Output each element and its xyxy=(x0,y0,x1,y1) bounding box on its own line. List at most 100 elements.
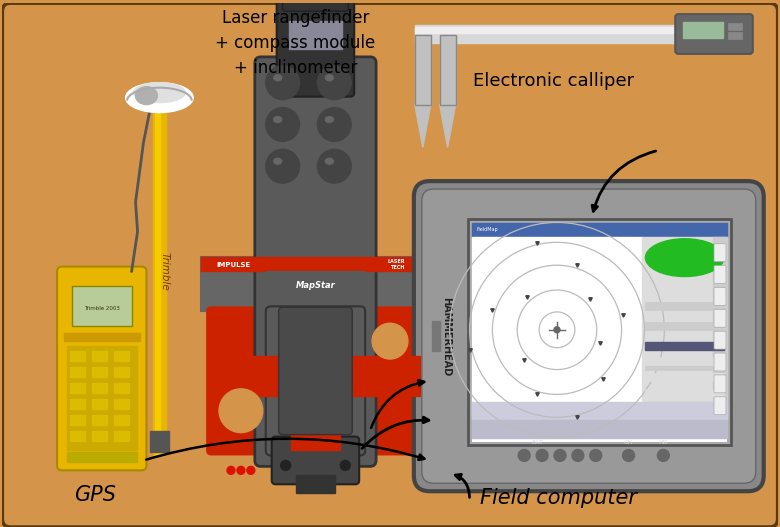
Circle shape xyxy=(237,466,245,474)
Bar xyxy=(289,21,342,49)
Bar xyxy=(415,35,431,104)
Circle shape xyxy=(266,149,300,183)
Bar xyxy=(114,367,129,378)
Ellipse shape xyxy=(325,158,333,164)
Bar xyxy=(92,415,108,426)
FancyBboxPatch shape xyxy=(714,397,726,415)
Bar xyxy=(440,35,456,104)
Bar xyxy=(471,419,727,437)
Bar xyxy=(415,35,431,104)
Text: LASER
TECH: LASER TECH xyxy=(388,259,405,270)
Bar xyxy=(471,237,643,416)
Bar xyxy=(645,342,724,350)
Bar xyxy=(645,373,724,381)
Circle shape xyxy=(658,450,669,462)
Circle shape xyxy=(288,353,343,409)
FancyBboxPatch shape xyxy=(422,189,756,483)
Bar xyxy=(201,257,430,311)
Circle shape xyxy=(317,108,351,141)
Bar xyxy=(114,399,129,409)
FancyBboxPatch shape xyxy=(277,0,354,96)
Bar xyxy=(645,389,724,397)
Ellipse shape xyxy=(136,86,158,104)
Circle shape xyxy=(622,450,634,462)
Bar xyxy=(70,415,86,426)
Bar xyxy=(92,431,108,442)
Ellipse shape xyxy=(133,83,186,103)
Text: HAMMERHEAD: HAMMERHEAD xyxy=(441,297,451,376)
Bar xyxy=(114,351,129,362)
Bar xyxy=(70,367,86,378)
FancyBboxPatch shape xyxy=(714,331,726,349)
FancyBboxPatch shape xyxy=(271,436,359,484)
Circle shape xyxy=(317,66,351,100)
Circle shape xyxy=(590,450,601,462)
Ellipse shape xyxy=(274,75,282,81)
Bar xyxy=(471,402,727,419)
Bar xyxy=(467,219,731,445)
Circle shape xyxy=(340,461,350,470)
Bar xyxy=(92,383,108,394)
Bar xyxy=(114,431,129,442)
Bar xyxy=(415,25,703,43)
Bar xyxy=(713,237,727,416)
Circle shape xyxy=(247,466,255,474)
Bar xyxy=(201,257,430,270)
Ellipse shape xyxy=(325,75,333,81)
FancyBboxPatch shape xyxy=(675,14,753,54)
Bar xyxy=(64,333,140,341)
Bar xyxy=(67,453,136,462)
Bar xyxy=(154,97,166,455)
Circle shape xyxy=(554,450,566,462)
Text: FieldMap: FieldMap xyxy=(477,227,498,232)
Bar xyxy=(471,223,727,237)
Bar xyxy=(683,22,723,38)
Text: Trimble 2003: Trimble 2003 xyxy=(83,306,119,311)
Text: MapStar: MapStar xyxy=(296,281,335,290)
Bar xyxy=(432,321,440,351)
Bar xyxy=(92,351,108,362)
FancyBboxPatch shape xyxy=(714,375,726,393)
Circle shape xyxy=(266,66,300,100)
Bar xyxy=(471,223,727,442)
Bar xyxy=(151,431,169,453)
Bar xyxy=(155,97,161,455)
Text: Trimble: Trimble xyxy=(159,252,169,291)
Ellipse shape xyxy=(645,239,724,277)
Bar xyxy=(70,383,86,394)
Text: BAT: BAT xyxy=(531,440,543,445)
Ellipse shape xyxy=(274,116,282,122)
Circle shape xyxy=(227,466,235,474)
Circle shape xyxy=(572,450,583,462)
Bar xyxy=(645,362,724,370)
FancyBboxPatch shape xyxy=(714,266,726,284)
Bar xyxy=(291,311,340,451)
FancyBboxPatch shape xyxy=(714,353,726,371)
Ellipse shape xyxy=(325,116,333,122)
Bar xyxy=(645,322,724,330)
FancyBboxPatch shape xyxy=(278,307,353,435)
Circle shape xyxy=(536,450,548,462)
Text: CH: CH xyxy=(624,440,633,445)
Polygon shape xyxy=(440,104,456,148)
Circle shape xyxy=(317,149,351,183)
Bar xyxy=(70,399,86,409)
Bar xyxy=(92,367,108,378)
Text: GPS: GPS xyxy=(74,485,116,505)
Bar xyxy=(211,356,420,396)
Bar xyxy=(114,415,129,426)
FancyBboxPatch shape xyxy=(714,309,726,327)
Bar xyxy=(72,287,132,326)
Text: Electronic calliper: Electronic calliper xyxy=(473,72,635,90)
Circle shape xyxy=(266,108,300,141)
Text: HD: HD xyxy=(658,440,668,445)
Bar xyxy=(728,32,742,39)
FancyBboxPatch shape xyxy=(714,287,726,305)
Bar xyxy=(296,475,335,493)
Bar xyxy=(645,357,724,365)
Circle shape xyxy=(372,323,408,359)
Bar xyxy=(67,346,136,451)
Bar xyxy=(645,302,724,310)
Bar xyxy=(114,383,129,394)
Circle shape xyxy=(518,450,530,462)
